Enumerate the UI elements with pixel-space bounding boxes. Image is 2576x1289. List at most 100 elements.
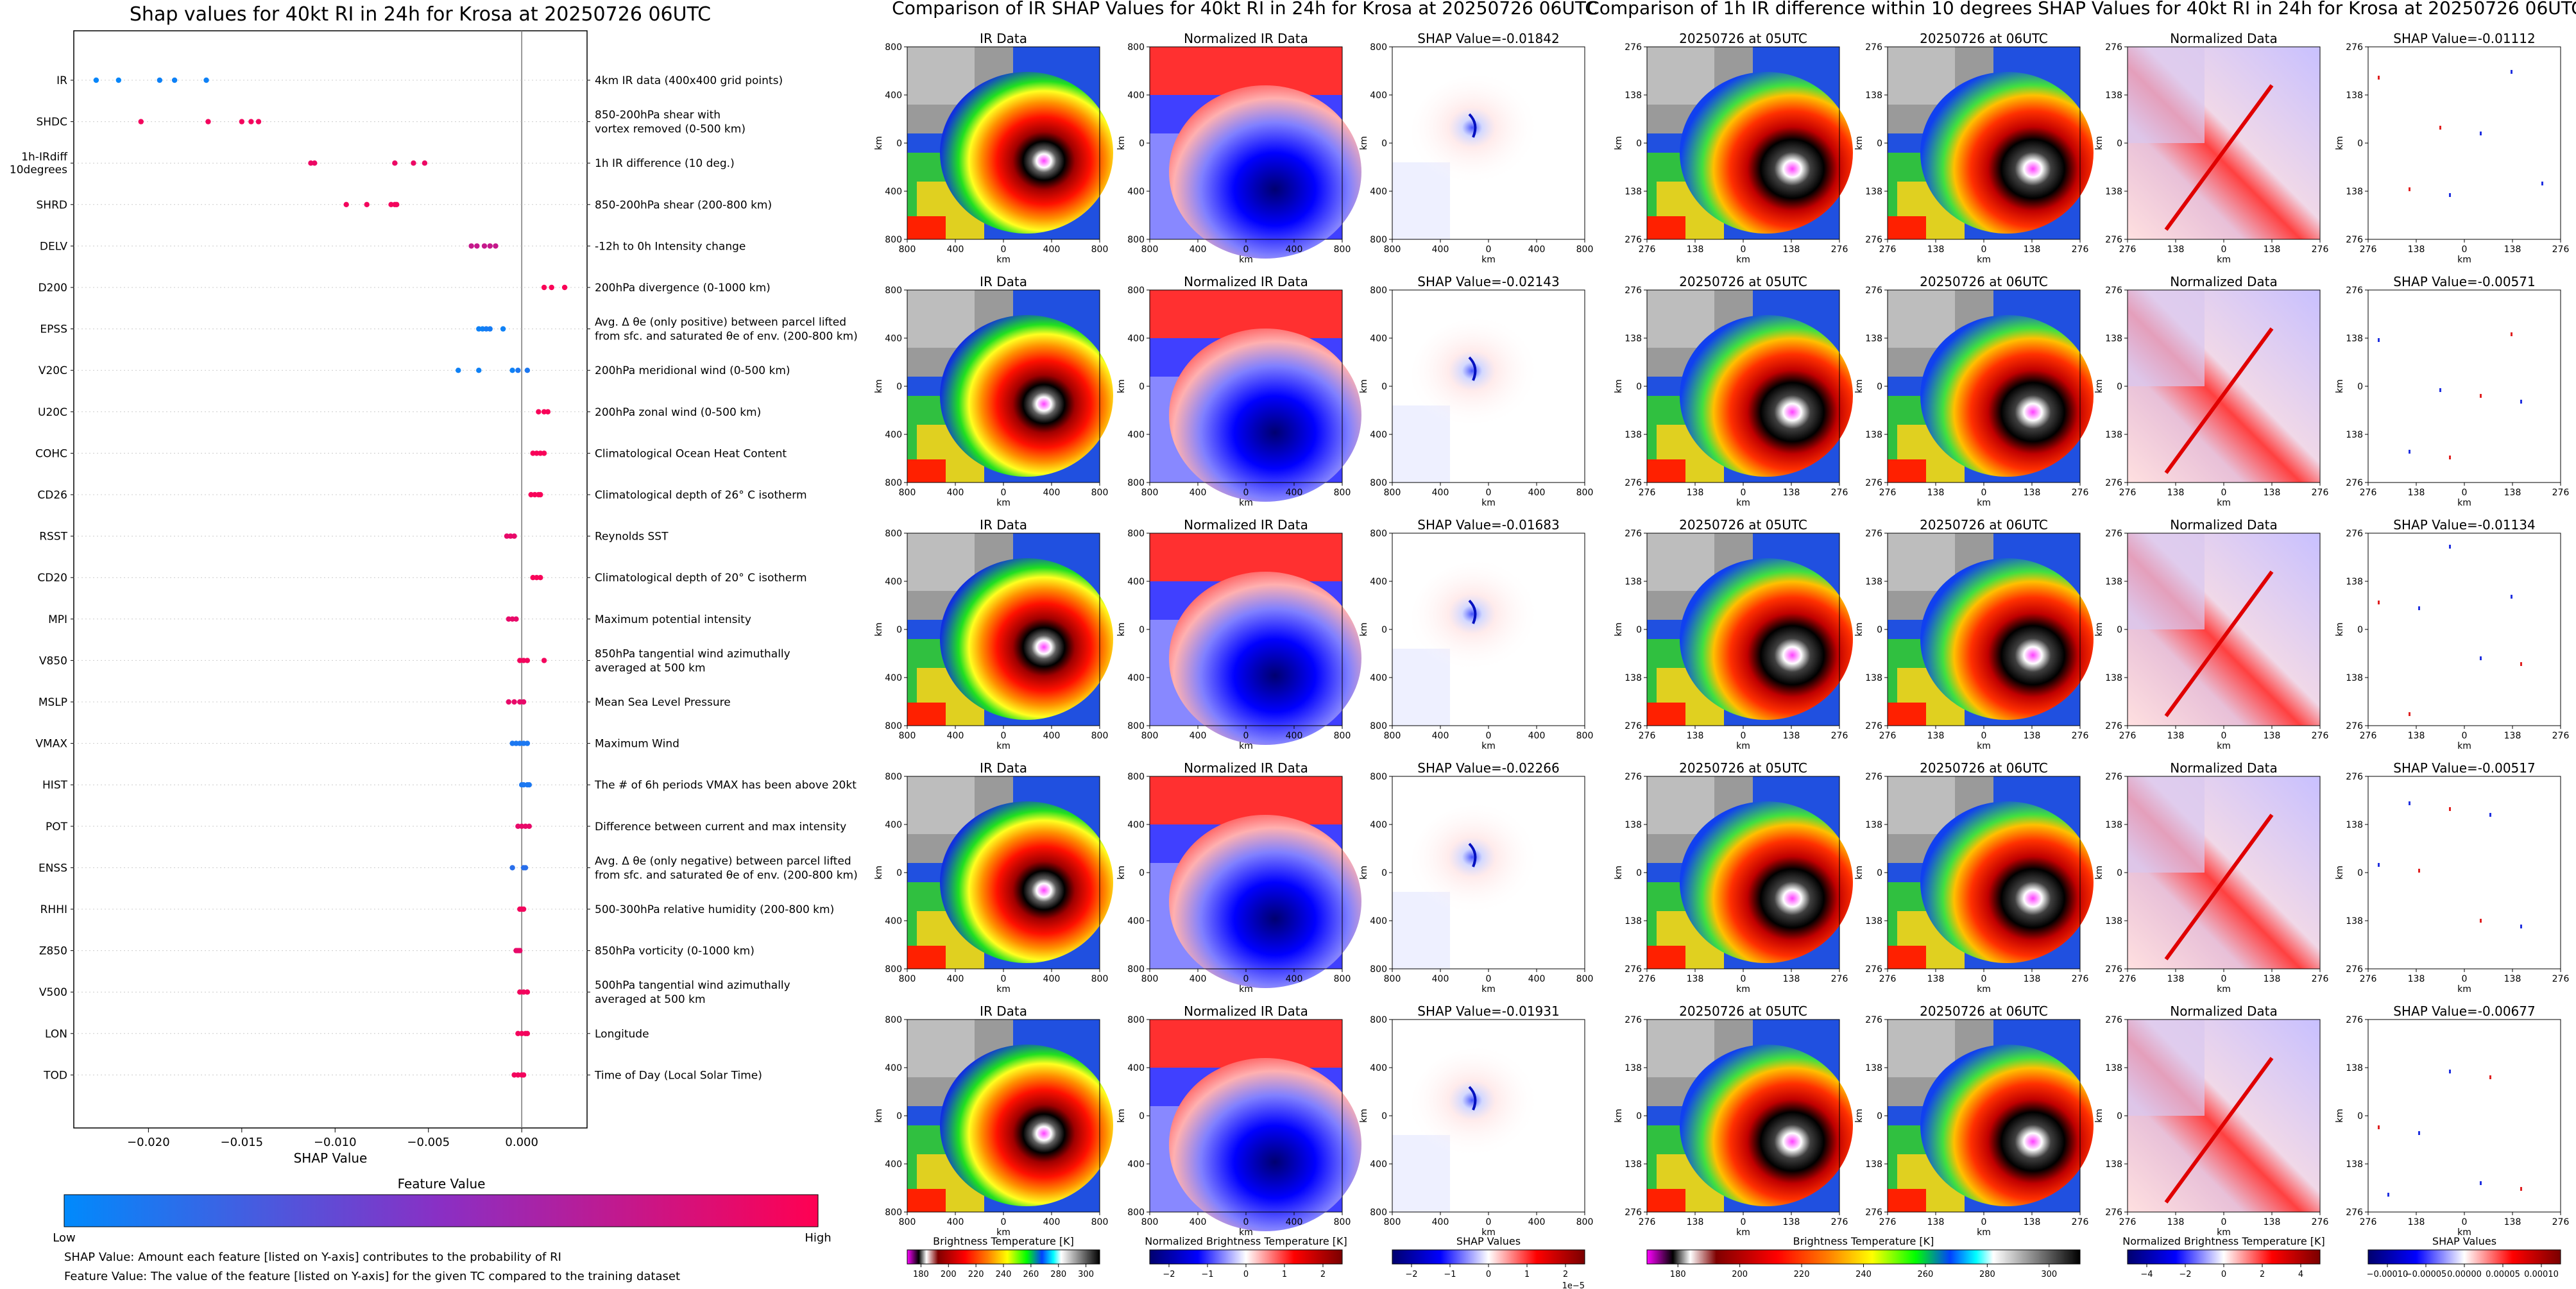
irdiff-map-cell: 20250726 at 06UTC27627613813800138138276…	[1854, 517, 2094, 751]
storm-core	[1680, 315, 1853, 477]
x-axis-unit: km	[1239, 984, 1253, 994]
y-tick-label: 0	[1139, 382, 1145, 392]
y-axis-unit: km	[1614, 379, 1624, 393]
colorbar-tick-label: −0.00010	[2367, 1270, 2409, 1279]
shap-pixel	[2480, 132, 2482, 135]
map-title: SHAP Value=-0.01842	[1417, 31, 1559, 46]
map-title: Normalized Data	[2170, 760, 2278, 776]
y-axis-unit: km	[2094, 136, 2104, 150]
y-tick-label: 0	[1636, 868, 1642, 878]
x-tick-label: 400	[1528, 244, 1546, 255]
map-title: 20250726 at 06UTC	[1920, 1003, 2048, 1019]
feature-description-label: Mean Sea Level Pressure	[595, 696, 731, 709]
feature-description-label: Maximum potential intensity	[595, 613, 751, 626]
x-axis-unit: km	[996, 498, 1011, 508]
x-tick-label: 800	[1576, 731, 1594, 741]
y-tick-label: 276	[2346, 42, 2363, 53]
x-tick-label: 138	[2264, 488, 2281, 498]
map-title: SHAP Value=-0.01931	[1417, 1003, 1559, 1019]
irdiff-map-cell: SHAP Value=-0.00677276276138138001381382…	[2335, 1003, 2569, 1238]
colorbar-tick-label: 200	[1732, 1270, 1748, 1279]
x-tick-label: 276	[1831, 244, 1848, 255]
shap-pixel	[2378, 1125, 2380, 1129]
shap-point	[524, 1030, 531, 1037]
colorbar-tick-label: 240	[1855, 1270, 1872, 1279]
irdiff-map-cell: 20250726 at 06UTC27627613813800138138276…	[1854, 1003, 2094, 1238]
x-tick-label: 276	[2552, 731, 2570, 741]
x-tick-label: 400	[1528, 974, 1546, 984]
x-tick-label: 0	[1486, 731, 1492, 741]
x-tick-label: 0	[1001, 488, 1007, 498]
x-tick-label: 800	[1576, 974, 1594, 984]
x-tick-label: 0	[1243, 974, 1249, 984]
y-axis-unit: km	[1854, 622, 1864, 636]
colorbar-tick-label: 260	[1023, 1270, 1039, 1279]
x-tick-label: 276	[1879, 488, 1897, 498]
map-title: 20250726 at 05UTC	[1679, 760, 1807, 776]
x-tick-label: 138	[2504, 731, 2521, 741]
shap-point	[343, 201, 349, 207]
y-tick-label: 400	[1370, 577, 1387, 587]
x-tick-label: 138	[2167, 974, 2185, 984]
x-tick-label: 276	[1831, 488, 1848, 498]
irdiff-shap-grid: 20250726 at 05UTC 276 276 138 138 0 0 138 138 276…	[1614, 31, 2569, 1238]
colorbar-label: Brightness Temperature [K]	[1793, 1235, 1934, 1247]
colorbar-low-label: Low	[53, 1231, 75, 1245]
y-axis-unit: km	[2335, 866, 2345, 880]
feature-description-label: from sfc. and saturated θe of env. (200-…	[595, 869, 858, 882]
storm-core	[1680, 1045, 1853, 1206]
colorbar-tick-label: 1	[1282, 1270, 1287, 1279]
shap-point	[515, 1030, 521, 1037]
map-title: SHAP Value=-0.01112	[2393, 31, 2535, 46]
x-tick-label: 400	[1190, 731, 1207, 741]
feature-description-label: Longitude	[595, 1028, 649, 1041]
feature-description-label: Reynolds SST	[595, 531, 669, 543]
feature-name-label: RSST	[39, 531, 67, 543]
colorbar-label: SHAP Values	[1456, 1235, 1521, 1247]
x-tick-label: 138	[2408, 731, 2425, 741]
y-tick-label: 276	[1865, 772, 1882, 782]
x-tick-label: 800	[1141, 244, 1159, 255]
y-tick-label: 138	[2105, 673, 2122, 683]
y-tick-label: 276	[1625, 721, 1642, 731]
y-tick-label: 276	[1865, 1015, 1882, 1025]
x-tick-label: 138	[1927, 731, 1945, 741]
map-colorbar: Brightness Temperature [K] 180 200 220 240 26…	[1646, 1235, 2081, 1279]
irdiff-map-cell: 20250726 at 06UTC27627613813800138138276…	[1854, 760, 2094, 994]
map-title: 20250726 at 06UTC	[1920, 31, 2048, 46]
cloud-band	[907, 459, 946, 482]
shap-point	[474, 243, 480, 249]
x-axis-unit: km	[2217, 741, 2231, 751]
y-tick-label: 800	[1127, 235, 1145, 245]
irdiff-map-cell: SHAP Value=-0.01112276276138138001381382…	[2335, 31, 2569, 265]
feature-name-label: TOD	[43, 1069, 67, 1082]
shap-point	[515, 368, 521, 373]
y-tick-label: 400	[885, 430, 902, 440]
y-tick-label: 800	[1370, 1208, 1387, 1218]
y-axis-unit: km	[1614, 866, 1624, 880]
map-title: Normalized IR Data	[1184, 517, 1308, 533]
y-tick-label: 0	[2117, 625, 2122, 635]
colorbar-tick-label: 0	[2221, 1270, 2226, 1279]
footnote-feature: Feature Value: The value of the feature …	[64, 1270, 680, 1283]
feature-value-colorbar	[64, 1194, 819, 1227]
y-tick-label: 800	[1370, 478, 1387, 488]
y-tick-label: 138	[2346, 1063, 2363, 1073]
x-axis-unit: km	[1239, 1227, 1253, 1238]
x-tick-label: 0	[1486, 974, 1492, 984]
y-tick-label: 138	[1625, 673, 1642, 683]
feature-name-label: Z850	[39, 945, 67, 958]
map-title: IR Data	[980, 760, 1027, 776]
shap-point	[456, 368, 461, 373]
shap-point	[515, 1072, 521, 1078]
colorbar-gradient	[1149, 1249, 1343, 1265]
cloud-band	[1888, 216, 1926, 239]
shap-point	[392, 160, 398, 166]
x-tick-label: 800	[1141, 731, 1159, 741]
shap-point	[520, 699, 527, 705]
x-axis-unit: km	[1239, 255, 1253, 265]
shap-point	[541, 450, 547, 456]
feature-description-label: 200hPa divergence (0-1000 km)	[595, 282, 771, 295]
